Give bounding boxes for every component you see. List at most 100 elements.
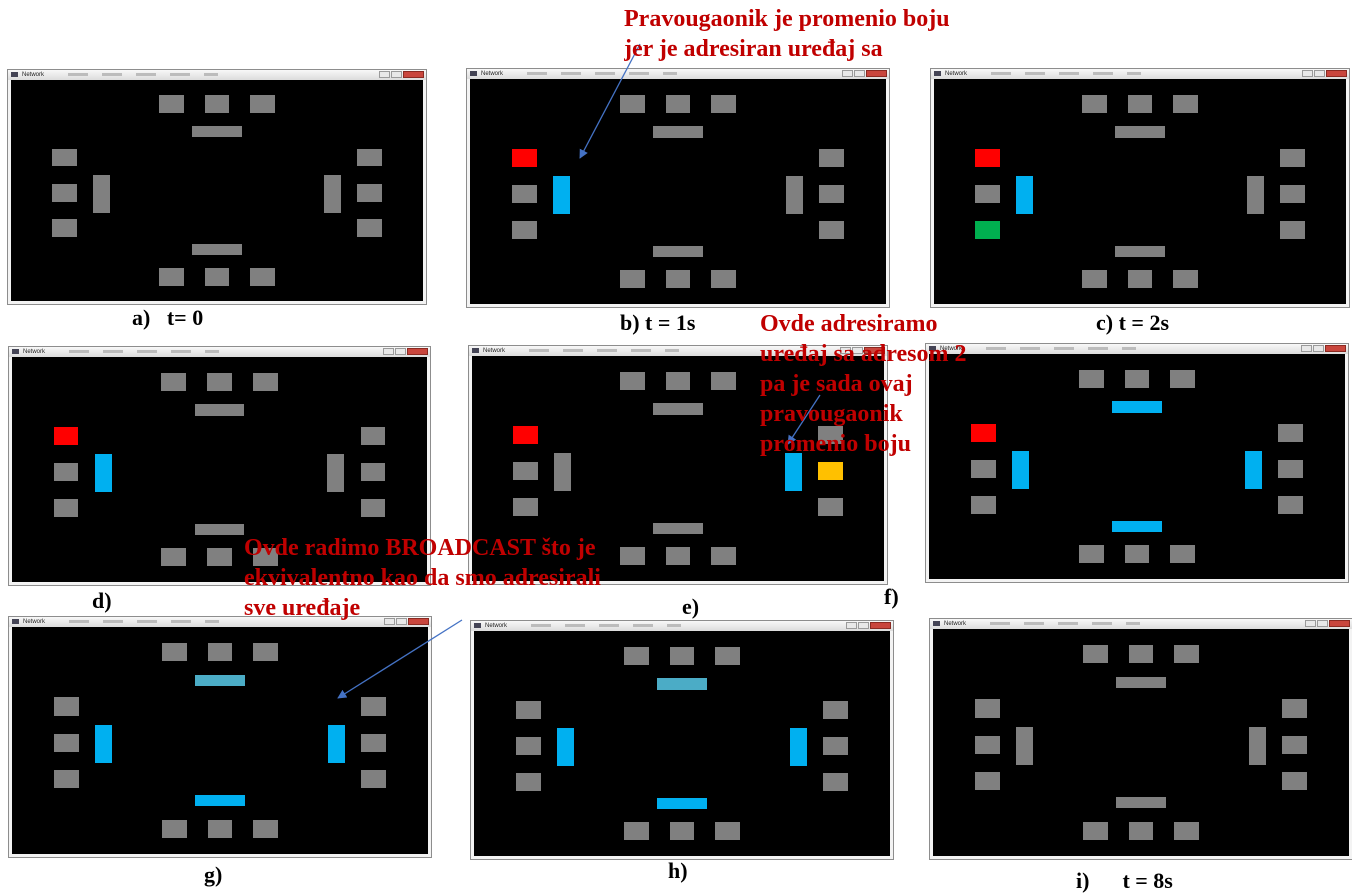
close-button[interactable] [866, 70, 887, 77]
close-button[interactable] [403, 71, 424, 78]
device-block-lv [95, 724, 112, 764]
device-block-r0 [357, 148, 382, 167]
close-button[interactable] [864, 347, 885, 354]
device-block-l1 [53, 462, 79, 481]
maximize-button[interactable] [854, 70, 865, 77]
device-block-th [194, 404, 245, 416]
device-block-l0 [974, 699, 1000, 718]
device-block-b0 [619, 270, 645, 289]
device-block-l2 [513, 497, 538, 516]
maximize-button[interactable] [1317, 620, 1328, 627]
device-block-r0 [1278, 423, 1304, 442]
device-block-b1 [204, 267, 230, 286]
device-block-b2 [1170, 545, 1196, 564]
device-block-th [1116, 676, 1166, 688]
caption-d: d) [92, 588, 112, 613]
device-block-th [195, 674, 245, 686]
maximize-button[interactable] [391, 71, 402, 78]
close-button[interactable] [870, 622, 891, 629]
menu-bar[interactable] [991, 72, 1141, 75]
device-block-t0 [1082, 644, 1108, 664]
device-block-r2 [1278, 495, 1304, 514]
device-block-l1 [974, 735, 1000, 754]
device-block-b2 [1172, 270, 1198, 289]
device-block-lv [1012, 450, 1029, 489]
network-window-e: Network [468, 345, 888, 585]
device-block-bh [194, 523, 245, 535]
maximize-button[interactable] [395, 348, 406, 355]
device-block-r2 [361, 770, 387, 789]
device-block-b0 [1078, 545, 1104, 564]
minimize-button[interactable] [840, 347, 851, 354]
device-block-b0 [620, 547, 646, 566]
device-block-r1 [823, 736, 849, 755]
device-block-r1 [357, 183, 382, 202]
menu-bar[interactable] [990, 622, 1140, 625]
network-window-c: Network [930, 68, 1350, 308]
device-block-rv [785, 452, 802, 491]
device-block-r1 [360, 462, 386, 481]
maximize-button[interactable] [1314, 70, 1325, 77]
device-block-t2 [715, 646, 741, 665]
window-title: Network [944, 621, 967, 627]
menu-bar[interactable] [68, 73, 218, 76]
close-button[interactable] [1325, 345, 1346, 352]
device-block-t2 [1174, 644, 1200, 664]
device-block-rv [790, 727, 807, 766]
minimize-button[interactable] [1305, 620, 1316, 627]
device-block-r2 [360, 498, 386, 517]
app-icon [470, 71, 477, 76]
menu-bar[interactable] [69, 350, 219, 353]
device-block-l0 [513, 425, 538, 444]
device-block-b2 [253, 819, 279, 839]
network-canvas [472, 356, 884, 581]
caption-a: a) t= 0 [132, 305, 204, 330]
close-button[interactable] [407, 348, 428, 355]
device-block-th [1115, 126, 1165, 138]
device-block-r1 [819, 184, 845, 203]
device-block-l1 [975, 184, 1000, 203]
maximize-button[interactable] [1313, 345, 1324, 352]
device-block-b0 [1082, 821, 1108, 841]
maximize-button[interactable] [858, 622, 869, 629]
device-block-t2 [710, 371, 736, 390]
device-block-r1 [1278, 459, 1304, 478]
minimize-button[interactable] [1301, 345, 1312, 352]
device-block-bh [1115, 245, 1165, 257]
menu-bar[interactable] [531, 624, 681, 627]
network-canvas [934, 79, 1346, 304]
minimize-button[interactable] [1302, 70, 1313, 77]
device-block-t2 [1172, 94, 1198, 113]
network-canvas [12, 357, 427, 582]
menu-bar[interactable] [986, 347, 1136, 350]
device-block-t0 [159, 95, 185, 114]
close-button[interactable] [1326, 70, 1347, 77]
minimize-button[interactable] [842, 70, 853, 77]
device-block-l0 [53, 426, 79, 445]
device-block-t2 [252, 372, 278, 391]
app-icon [933, 621, 940, 626]
network-canvas [11, 80, 423, 301]
window-titlebar: Network [8, 70, 426, 80]
minimize-button[interactable] [379, 71, 390, 78]
device-block-l2 [53, 498, 79, 517]
maximize-button[interactable] [852, 347, 863, 354]
close-button[interactable] [1329, 620, 1350, 627]
minimize-button[interactable] [383, 348, 394, 355]
window-titlebar: Network [471, 621, 893, 631]
caption-b: b) t = 1s [620, 310, 696, 335]
device-block-t0 [623, 646, 649, 665]
device-block-t1 [665, 94, 691, 113]
menu-bar[interactable] [529, 349, 679, 352]
network-canvas [470, 79, 886, 304]
device-block-b0 [161, 548, 187, 567]
app-icon [12, 619, 19, 624]
caption-f: f) [884, 584, 899, 609]
minimize-button[interactable] [846, 622, 857, 629]
window-title: Network [940, 346, 963, 352]
device-block-l1 [52, 183, 77, 202]
menu-bar[interactable] [69, 620, 219, 623]
annotation-middle: Ovde adresiramo uređaj sa adresom 2 pa j… [760, 311, 967, 457]
device-block-lv [1016, 726, 1033, 766]
device-block-l2 [975, 220, 1000, 239]
